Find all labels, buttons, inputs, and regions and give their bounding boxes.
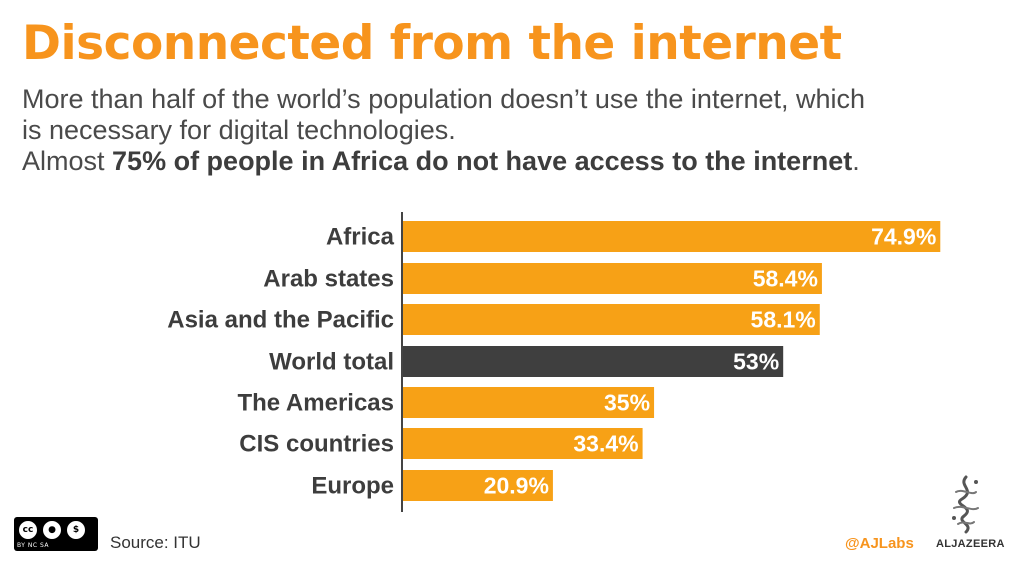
- category-label: CIS countries: [239, 431, 394, 458]
- cc-icon: cc: [17, 519, 39, 541]
- subtitle-line-3: Almost 75% of people in Africa do not ha…: [22, 146, 992, 177]
- attribution-icon: ●: [41, 519, 63, 541]
- bar-arab-states: [403, 263, 822, 294]
- bar-cis-countries: [403, 428, 643, 459]
- subtitle-line-1: More than half of the world’s population…: [22, 84, 866, 114]
- chart-title: Disconnected from the internet: [22, 16, 842, 71]
- bar-world-total: [403, 346, 784, 377]
- aljazeera-logo-icon: [952, 475, 979, 534]
- license-badges: BY NC SA: [17, 542, 49, 549]
- subtitle-line-3-suffix: .: [852, 146, 860, 176]
- chart-subtitle: More than half of the world’s population…: [22, 84, 992, 177]
- category-label: Africa: [326, 224, 395, 251]
- value-label: 33.4%: [573, 431, 638, 457]
- bar-asia-and-the-pacific: [403, 304, 820, 335]
- value-label: 58.4%: [753, 266, 818, 292]
- twitter-handle: @AJLabs: [845, 535, 914, 552]
- value-label: 58.1%: [751, 307, 816, 333]
- bar-africa: [403, 221, 941, 252]
- brand-name: ALJAZEERA: [936, 538, 1005, 550]
- value-label: 35%: [604, 390, 650, 416]
- category-label: Arab states: [263, 266, 394, 293]
- bar-chart: Africa 74.9% Arab states 58.4% Asia and the …: [167, 212, 941, 512]
- value-label: 74.9%: [871, 224, 936, 250]
- subtitle-line-2: is necessary for digital technologies.: [22, 115, 456, 145]
- category-label: World total: [269, 349, 394, 376]
- category-label: The Americas: [237, 390, 394, 417]
- creative-commons-license-icon: cc ● $ BY NC SA: [14, 517, 98, 551]
- noncommercial-icon: $: [65, 519, 87, 541]
- value-label: 53%: [733, 349, 779, 375]
- subtitle-line-3-prefix: Almost: [22, 146, 113, 176]
- value-label: 20.9%: [484, 473, 549, 499]
- source-note: Source: ITU: [110, 533, 201, 552]
- subtitle-highlight: 75% of people in Africa do not have acce…: [112, 146, 853, 176]
- bar-europe: [403, 470, 553, 501]
- category-label: Asia and the Pacific: [167, 307, 394, 334]
- category-label: Europe: [311, 473, 394, 500]
- bar-the-americas: [403, 387, 655, 418]
